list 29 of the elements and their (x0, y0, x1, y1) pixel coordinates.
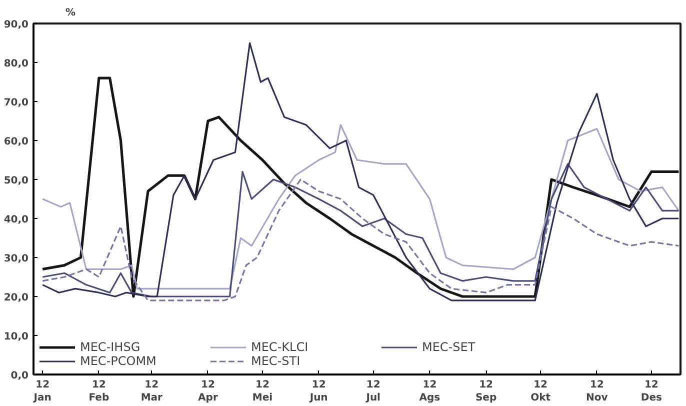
y-tick-label: 0,0 (10, 370, 29, 382)
x-tick-label: 12 Feb (88, 380, 110, 404)
y-tick-label: 60,0 (4, 136, 29, 148)
legend-label: MEC-KLCI (251, 340, 310, 354)
x-tick-label: 12 Des (640, 380, 662, 404)
legend-label: MEC-SET (422, 340, 476, 354)
legend-label: MEC-STI (251, 354, 302, 368)
x-tick-label: 12 Sep (475, 380, 497, 404)
y-tick-label: 10,0 (4, 332, 29, 342)
x-tick-label: 12 Jul (365, 380, 381, 404)
x-tick-label: 12 Jan (32, 380, 52, 404)
legend-label: MEC-IHSG (80, 340, 142, 354)
x-tick-label: 12 Apr (198, 380, 218, 404)
y-tick-label: 90,0 (4, 20, 29, 30)
x-tick-label: 12 Jun (308, 380, 328, 404)
legend-label: MEC-PCOMM (80, 354, 158, 368)
y-tick-label: 20,0 (4, 292, 29, 304)
x-tick-label: 12 Okt (530, 380, 551, 404)
x-tick-label: 12 Ags (419, 380, 440, 404)
y-tick-label: 30,0 (4, 254, 29, 264)
y-axis-title: % (66, 8, 76, 18)
line-series (42, 124, 680, 290)
y-tick-label: 40,0 (4, 214, 29, 226)
y-tick-label: 80,0 (4, 58, 29, 70)
x-tick-label: 12 Nov (586, 380, 608, 404)
y-tick-label: 70,0 (4, 98, 29, 108)
x-tick-label: 12 Mei (252, 380, 273, 404)
x-tick-label: 12 Mar (140, 380, 163, 404)
y-tick-label: 50,0 (4, 176, 29, 186)
